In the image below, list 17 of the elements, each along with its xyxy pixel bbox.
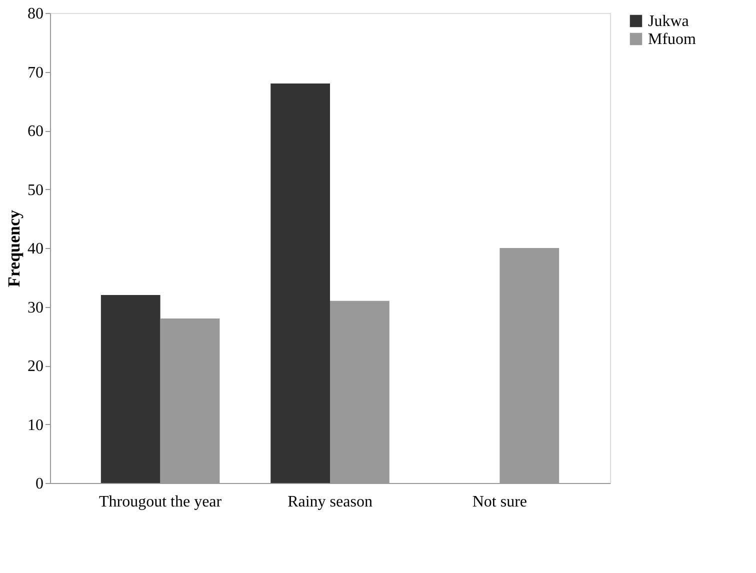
bar <box>100 295 160 483</box>
y-tick-label: 70 <box>28 64 44 82</box>
y-tick-label: 0 <box>36 476 44 492</box>
x-tick-label: Througout the year <box>98 494 222 510</box>
x-tick-label: Rainy season <box>288 494 372 510</box>
y-tick-label: 80 <box>28 6 44 22</box>
y-tick-label: 10 <box>28 416 44 434</box>
legend-label: Mfuom <box>648 31 697 48</box>
y-tick-label: 50 <box>28 182 44 199</box>
bar <box>270 84 330 483</box>
y-tick-label: 30 <box>28 299 44 316</box>
legend-label: Jukwa <box>648 13 689 30</box>
y-axis-title: Frequency <box>4 209 24 288</box>
y-tick-label: 20 <box>28 358 44 375</box>
y-tick-label: 40 <box>28 240 44 258</box>
x-tick-label: Not sure <box>472 494 528 510</box>
y-tick-label: 60 <box>28 123 44 140</box>
